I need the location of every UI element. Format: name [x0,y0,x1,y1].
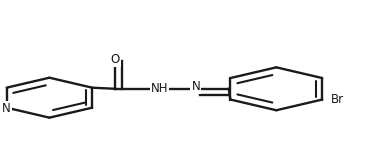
Text: O: O [111,53,120,66]
Text: N: N [2,102,11,115]
Text: Br: Br [331,93,344,106]
Text: N: N [191,81,200,94]
Text: NH: NH [150,82,168,95]
